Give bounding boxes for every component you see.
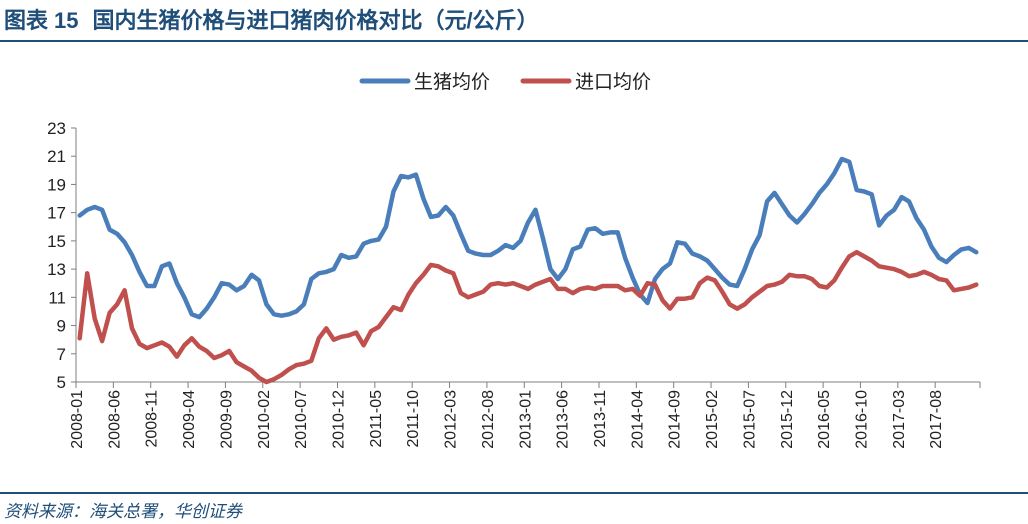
x-tick-label: 2017-08 [928,390,945,449]
y-tick-label: 23 [47,119,66,138]
x-tick-label: 2009-09 [218,390,235,449]
x-tick-label: 2015-12 [779,390,796,449]
figure-label: 图表 [4,8,49,33]
y-tick-label: 11 [48,288,66,307]
legend-label-import: 进口均价 [575,71,651,93]
x-tick-label: 2008-01 [69,390,86,449]
y-tick-label: 15 [47,232,66,251]
figure-number: 15 [54,8,79,33]
x-tick-label: 2011-10 [405,390,422,448]
y-axis: 5 7 9 11 13 15 17 19 21 23 [47,119,77,392]
y-tick-label: 9 [57,317,66,336]
figure-title-text: 国内生猪价格与进口猪肉价格对比（元/公斤） [92,8,539,33]
series-line-import [77,249,979,385]
x-tick-label: 2013-01 [517,390,534,449]
legend-label-hog: 生猪均价 [414,71,490,93]
x-tick-label: 2010-12 [330,390,347,449]
y-tick-label: 19 [47,175,66,194]
x-tick-label: 2013-11 [592,390,609,448]
x-tick-label: 2014-09 [667,390,684,449]
y-tick-label: 13 [47,260,66,279]
x-tick-label: 2016-05 [816,390,833,449]
source-divider [0,492,1028,494]
x-tick-label: 2012-08 [480,390,497,449]
x-tick-label: 2008-06 [106,390,123,449]
source-note: 资料来源：海关总署，华创证券 [4,502,242,521]
x-tick-label: 2010-02 [256,390,273,449]
y-tick-label: 17 [47,204,66,223]
series-line-hog [77,156,979,320]
x-tick-label: 2015-07 [741,390,758,449]
x-axis: 2008-01 2008-06 2008-11 2009-04 2009-09 2010-… [69,381,981,449]
chart-legend: 生猪均价 进口均价 [359,71,651,93]
title-divider [0,40,1028,42]
x-tick-label: 2017-03 [891,390,908,449]
figure-title: 图表 15 国内生猪价格与进口猪肉价格对比（元/公斤） [4,4,539,38]
x-tick-label: 2008-11 [144,390,161,448]
x-tick-label: 2015-02 [704,390,721,449]
y-tick-label: 21 [47,147,66,166]
y-tick-label: 5 [57,373,66,392]
chart-series [77,156,979,385]
x-tick-label: 2013-06 [555,390,572,449]
x-tick-label: 2009-04 [181,390,198,449]
x-tick-label: 2014-04 [629,390,646,449]
x-tick-label: 2012-03 [443,390,460,449]
x-tick-label: 2011-05 [368,390,385,448]
y-tick-label: 7 [57,345,66,364]
x-tick-label: 2010-07 [293,390,310,449]
x-tick-label: 2016-10 [853,390,870,449]
